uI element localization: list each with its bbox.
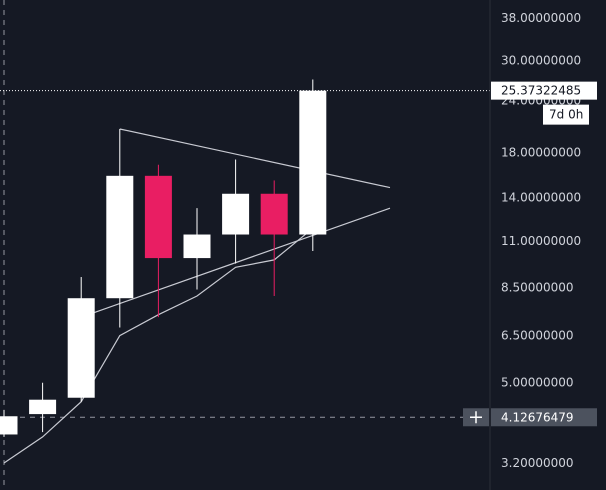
price-axis-label: 8.50000000 (501, 280, 574, 294)
price-tags: 25.37322485 7d 0h 4.12676479 (463, 81, 597, 427)
price-axis-label: 5.00000000 (501, 376, 574, 390)
candle-up (222, 159, 250, 264)
candle-body (260, 193, 288, 235)
candle-down (260, 180, 288, 296)
last-price-tag (491, 81, 597, 100)
candle-up (106, 128, 134, 328)
crosshair-lines (0, 0, 490, 490)
candle-body (0, 416, 18, 435)
price-axis-label: 6.50000000 (501, 329, 574, 343)
candle-body (299, 90, 327, 235)
candle-body (183, 234, 211, 259)
price-axis-label: 38.00000000 (501, 11, 581, 25)
candle-up (0, 409, 18, 437)
countdown-value: 7d 0h (549, 108, 583, 122)
candle-body (144, 175, 172, 259)
candles-layer (0, 79, 327, 437)
trendline-upper (119, 128, 391, 189)
countdown-tag (543, 104, 589, 125)
price-axis-label: 3.20000000 (501, 456, 574, 470)
drawings-layer (3, 128, 391, 464)
price-axis[interactable]: 38.0000000030.0000000024.0000000018.0000… (501, 11, 581, 470)
price-axis-label: 18.00000000 (501, 145, 581, 159)
candle-up (183, 208, 211, 290)
last-price-value: 25.37322485 (501, 84, 581, 98)
candle-body (106, 175, 134, 299)
candle-down (144, 164, 172, 318)
candle-up (29, 382, 57, 433)
candle-up (299, 79, 327, 252)
price-axis-label: 14.00000000 (501, 191, 581, 205)
candle-body (67, 298, 95, 398)
price-axis-label: 30.00000000 (501, 54, 581, 68)
candle-body (222, 193, 250, 235)
candle-body (29, 399, 57, 415)
crosshair-price-value: 4.12676479 (501, 410, 574, 424)
crosshair-price-tag (491, 408, 597, 427)
price-axis-label: 11.00000000 (501, 234, 581, 248)
candle-up (67, 277, 95, 402)
